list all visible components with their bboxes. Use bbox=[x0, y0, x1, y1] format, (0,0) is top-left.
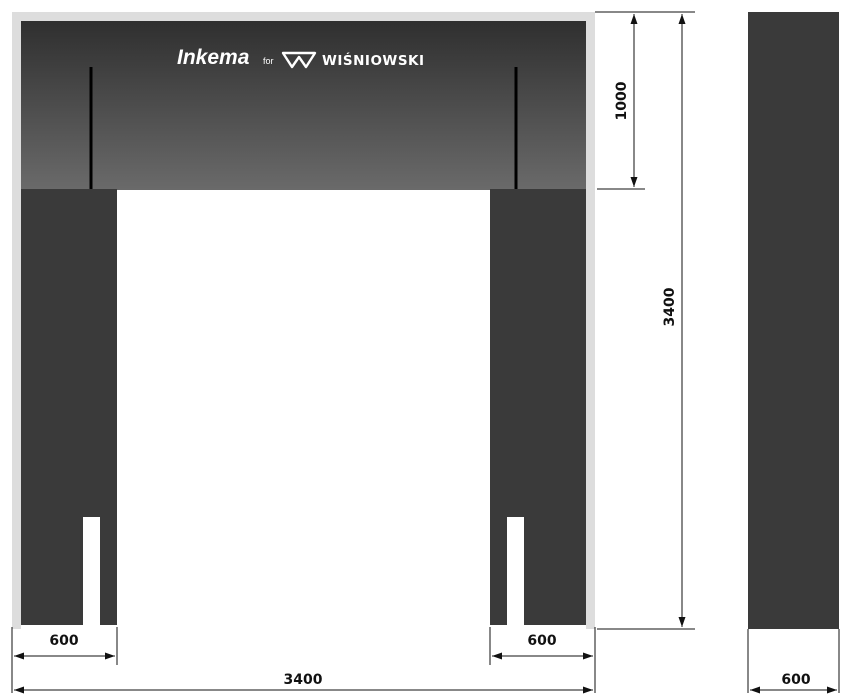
dimension-total-height-label: 3400 bbox=[662, 287, 678, 326]
header-curtain bbox=[21, 21, 586, 190]
dimension-side-view-width bbox=[747, 629, 840, 694]
dimension-header-height bbox=[595, 11, 695, 190]
pad-slit-right bbox=[507, 517, 524, 625]
dimension-left-pad-width bbox=[11, 627, 118, 693]
dimension-total-width-label: 3400 bbox=[284, 672, 323, 688]
dimension-side-view-width-label: 600 bbox=[781, 672, 810, 688]
dimension-right-pad-width-label: 600 bbox=[527, 633, 556, 649]
dimension-left-pad-width-label: 600 bbox=[49, 633, 78, 649]
side-pad-right bbox=[490, 189, 586, 625]
wisniowski-w-icon bbox=[281, 51, 317, 69]
logo: Inkema for WIŚNIOWSKI bbox=[177, 46, 425, 69]
side-pad-left bbox=[21, 189, 117, 625]
pad-slit-left bbox=[83, 517, 100, 625]
logo-connector: for bbox=[263, 56, 274, 66]
front-view: Inkema for WIŚNIOWSKI bbox=[12, 12, 595, 629]
side-view-panel bbox=[748, 12, 839, 629]
dimension-total-height bbox=[597, 13, 695, 630]
dimension-right-pad-width bbox=[489, 627, 596, 693]
dimension-header-height-label: 1000 bbox=[614, 81, 630, 120]
logo-partner: WIŚNIOWSKI bbox=[322, 51, 425, 69]
logo-brand: Inkema bbox=[177, 46, 250, 69]
